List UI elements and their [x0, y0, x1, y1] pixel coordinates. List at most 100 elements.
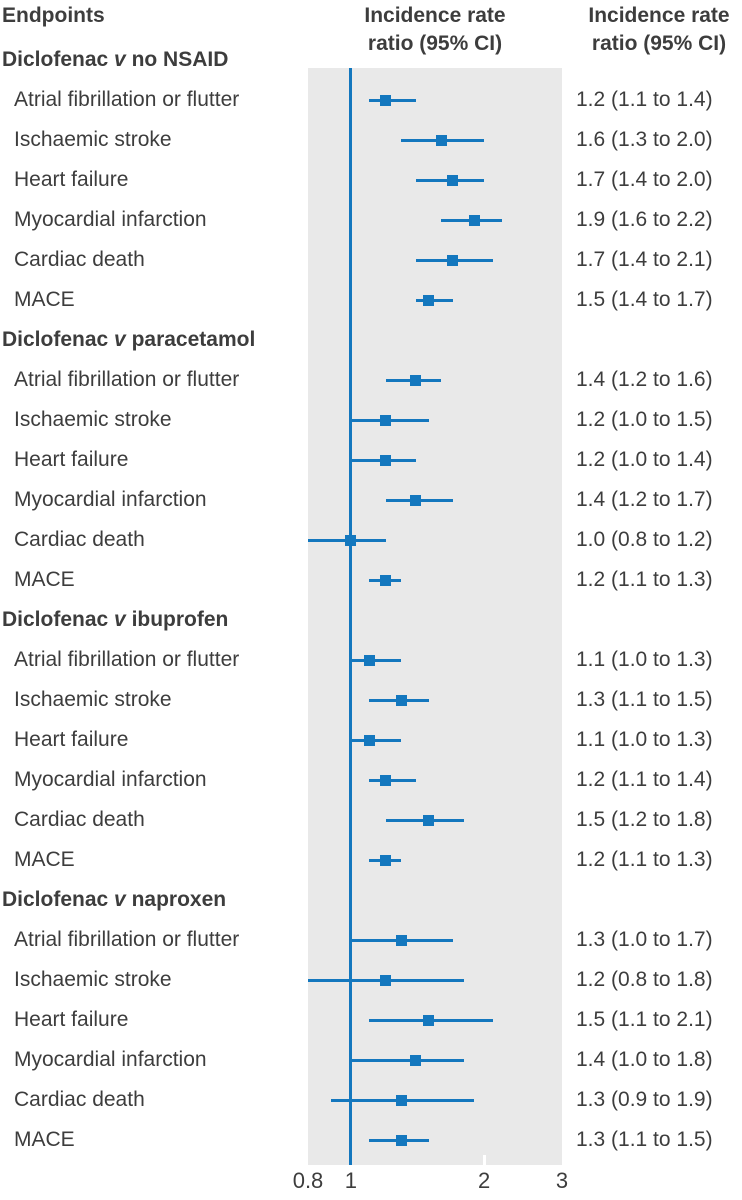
endpoint-row: Cardiac death 1.0 (0.8 to 1.2): [0, 520, 742, 560]
point-estimate-marker: [410, 1054, 422, 1066]
point-estimate-marker: [380, 854, 392, 866]
value-label: 1.3 (0.9 to 1.9): [576, 1088, 713, 1111]
point-estimate-marker: [380, 414, 392, 426]
axis-tick-label: 3: [555, 1168, 569, 1193]
endpoint-row: Atrial fibrillation or flutter 1.4 (1.2 t…: [0, 360, 742, 400]
point-estimate-marker: [363, 654, 375, 666]
group-treatment: Diclofenac: [2, 328, 115, 351]
endpoint-row: Ischaemic stroke 1.6 (1.3 to 2.0): [0, 120, 742, 160]
endpoint-label: Cardiac death: [14, 808, 145, 831]
axis-tick-mark: [482, 1155, 486, 1165]
group-row: Diclofenac v naproxen: [0, 880, 742, 920]
value-label: 1.1 (1.0 to 1.3): [576, 648, 713, 671]
endpoint-row: Heart failure 1.7 (1.4 to 2.0): [0, 160, 742, 200]
endpoint-label: Ischaemic stroke: [14, 968, 172, 991]
endpoint-label: Heart failure: [14, 168, 129, 191]
endpoint-row: Cardiac death 1.7 (1.4 to 2.1): [0, 240, 742, 280]
endpoint-row: MACE 1.2 (1.1 to 1.3): [0, 560, 742, 600]
point-estimate-marker: [423, 294, 435, 306]
ci-line: [350, 738, 402, 742]
value-label: 1.0 (0.8 to 1.2): [576, 528, 713, 551]
point-estimate-marker: [447, 174, 459, 186]
value-label: 1.5 (1.1 to 2.1): [576, 1008, 713, 1031]
point-estimate-marker: [395, 694, 407, 706]
value-label: 1.2 (1.1 to 1.4): [576, 88, 713, 111]
point-estimate-marker: [380, 574, 392, 586]
point-estimate-marker: [423, 814, 435, 826]
value-label: 1.2 (0.8 to 1.8): [576, 968, 713, 991]
group-comparator: no NSAID: [125, 48, 229, 71]
value-column-header-line2: ratio (95% CI): [591, 32, 727, 55]
group-comparator: naproxen: [125, 888, 227, 911]
group-treatment: Diclofenac: [2, 608, 115, 631]
group-row: Diclofenac v paracetamol: [0, 320, 742, 360]
point-estimate-marker: [380, 774, 392, 786]
endpoint-row: Myocardial infarction 1.9 (1.6 to 2.2): [0, 200, 742, 240]
point-estimate-marker: [435, 134, 447, 146]
value-label: 1.3 (1.1 to 1.5): [576, 688, 713, 711]
value-label: 1.2 (1.0 to 1.5): [576, 408, 713, 431]
endpoint-label: Ischaemic stroke: [14, 128, 172, 151]
point-estimate-marker: [410, 494, 422, 506]
group-treatment: Diclofenac: [2, 888, 115, 911]
endpoint-row: Myocardial infarction 1.4 (1.2 to 1.7): [0, 480, 742, 520]
value-label: 1.1 (1.0 to 1.3): [576, 728, 713, 751]
value-label: 1.4 (1.2 to 1.6): [576, 368, 713, 391]
value-column-header: Incidence rate ratio (95% CI): [576, 2, 742, 58]
value-label: 1.2 (1.1 to 1.3): [576, 848, 713, 871]
endpoint-row: Atrial fibrillation or flutter 1.1 (1.0 t…: [0, 640, 742, 680]
value-label: 1.5 (1.4 to 1.7): [576, 288, 713, 311]
endpoint-label: Heart failure: [14, 728, 129, 751]
ci-line: [350, 658, 402, 662]
axis-tick-label: 0.8: [292, 1168, 324, 1193]
point-estimate-marker: [380, 94, 392, 106]
group-label: Diclofenac v ibuprofen: [2, 600, 228, 640]
group-label: Diclofenac v paracetamol: [2, 320, 255, 360]
group-comparator: ibuprofen: [125, 608, 229, 631]
endpoint-label: Cardiac death: [14, 248, 145, 271]
endpoint-row: Cardiac death 1.3 (0.9 to 1.9): [0, 1080, 742, 1120]
endpoint-label: Cardiac death: [14, 528, 145, 551]
endpoint-label: MACE: [14, 1128, 75, 1151]
endpoint-label: Heart failure: [14, 448, 129, 471]
point-estimate-marker: [410, 374, 422, 386]
endpoint-row: Heart failure 1.2 (1.0 to 1.4): [0, 440, 742, 480]
endpoint-row: Myocardial infarction 1.2 (1.1 to 1.4): [0, 760, 742, 800]
ci-line: [369, 98, 416, 102]
endpoint-label: Atrial fibrillation or flutter: [14, 928, 240, 951]
endpoint-row: Cardiac death 1.5 (1.2 to 1.8): [0, 800, 742, 840]
point-estimate-marker: [447, 254, 459, 266]
axis-tick-label: 2: [477, 1168, 491, 1193]
endpoint-row: MACE 1.5 (1.4 to 1.7): [0, 280, 742, 320]
value-label: 1.7 (1.4 to 2.0): [576, 168, 713, 191]
ci-line: [350, 1058, 464, 1062]
group-label: Diclofenac v naproxen: [2, 880, 226, 920]
endpoint-label: MACE: [14, 848, 75, 871]
group-comparator: paracetamol: [125, 328, 256, 351]
group-versus: v: [114, 608, 126, 631]
group-treatment: Diclofenac: [2, 48, 115, 71]
endpoint-label: Myocardial infarction: [14, 488, 207, 511]
endpoint-row: Myocardial infarction 1.4 (1.0 to 1.8): [0, 1040, 742, 1080]
value-label: 1.7 (1.4 to 2.1): [576, 248, 713, 271]
group-versus: v: [114, 888, 126, 911]
value-label: 1.6 (1.3 to 2.0): [576, 128, 713, 151]
value-label: 1.5 (1.2 to 1.8): [576, 808, 713, 831]
value-label: 1.4 (1.2 to 1.7): [576, 488, 713, 511]
endpoint-label: Myocardial infarction: [14, 1048, 207, 1071]
ci-line: [369, 778, 416, 782]
endpoint-label: Ischaemic stroke: [14, 688, 172, 711]
endpoint-row: Atrial fibrillation or flutter 1.2 (1.1 t…: [0, 80, 742, 120]
endpoint-label: Ischaemic stroke: [14, 408, 172, 431]
value-label: 1.4 (1.0 to 1.8): [576, 1048, 713, 1071]
endpoint-row: Ischaemic stroke 1.2 (1.0 to 1.5): [0, 400, 742, 440]
value-label: 1.3 (1.1 to 1.5): [576, 1128, 713, 1151]
value-label: 1.2 (1.1 to 1.3): [576, 568, 713, 591]
reference-line: [349, 68, 353, 1165]
endpoint-row: MACE 1.2 (1.1 to 1.3): [0, 840, 742, 880]
endpoint-label: MACE: [14, 288, 75, 311]
plot-column-header: Incidence rate ratio (95% CI): [308, 2, 562, 58]
endpoint-row: MACE 1.3 (1.1 to 1.5): [0, 1120, 742, 1160]
endpoint-label: Cardiac death: [14, 1088, 145, 1111]
point-estimate-marker: [423, 1014, 435, 1026]
